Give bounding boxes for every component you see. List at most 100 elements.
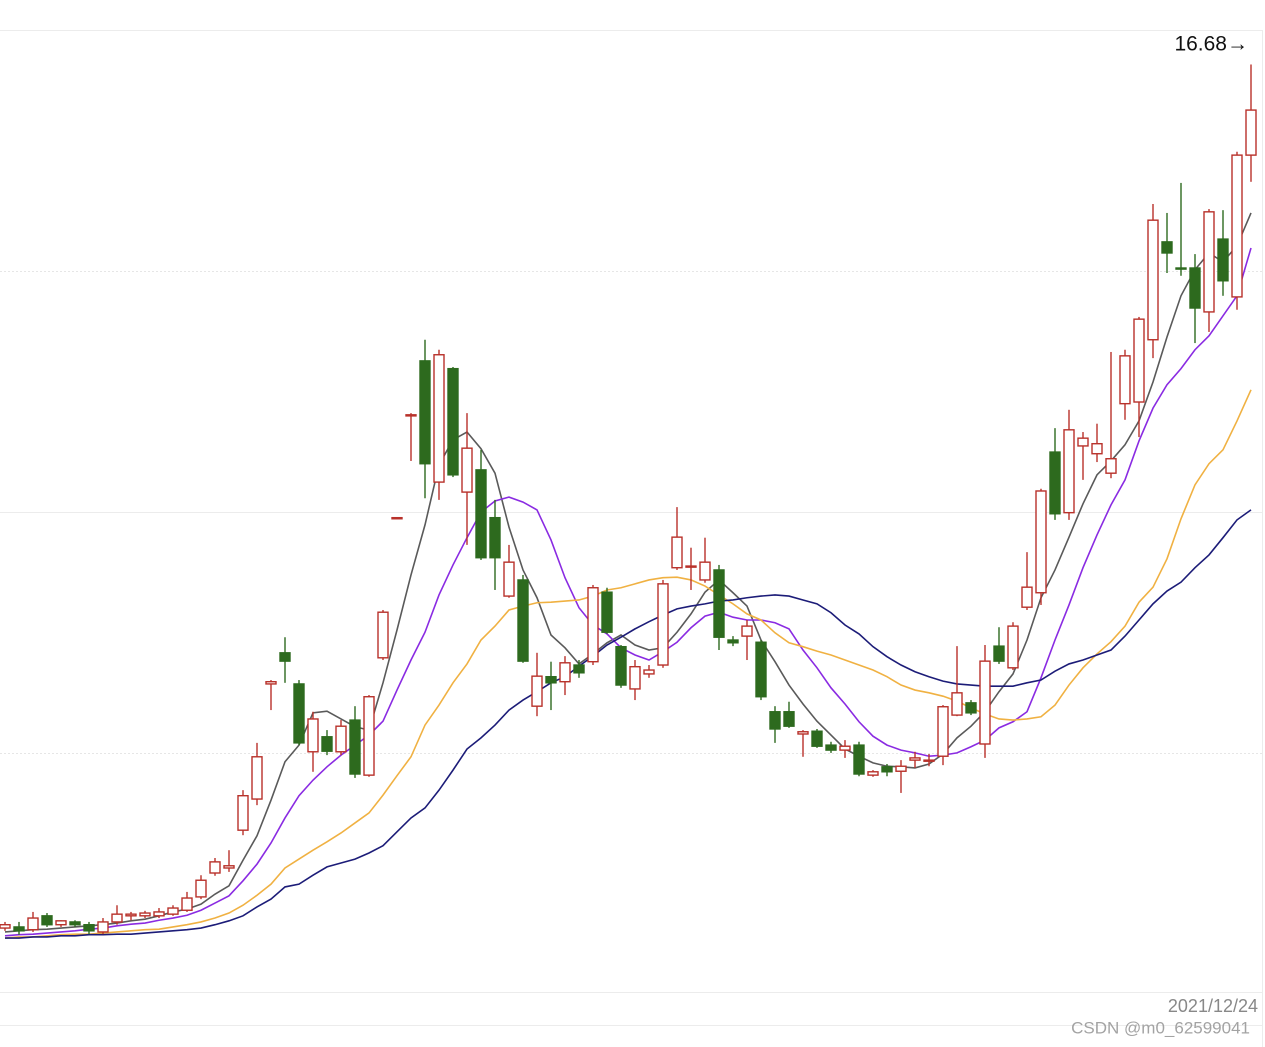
candle-body	[979, 660, 991, 745]
candle-body	[909, 757, 921, 761]
candle-body	[1189, 267, 1201, 309]
candle-body	[55, 920, 67, 926]
candle-body	[237, 795, 249, 831]
candle-body	[1105, 458, 1117, 474]
candle-body	[951, 692, 963, 716]
candle-body	[279, 652, 291, 662]
candle-body	[405, 414, 417, 417]
candle-body	[629, 665, 641, 690]
candle-body	[881, 766, 893, 773]
candle-body	[1231, 154, 1243, 298]
x-tick-label: 2021/12/24	[1168, 996, 1258, 1016]
candle-body	[783, 711, 795, 727]
candle-body	[1161, 241, 1173, 254]
candle-body	[517, 579, 529, 662]
candle-body	[433, 354, 445, 483]
candle-body	[965, 702, 977, 714]
candle-body	[377, 611, 389, 659]
candle-body	[853, 744, 865, 775]
candle-body	[265, 681, 277, 685]
candle-body	[181, 897, 193, 911]
candle-body	[41, 915, 53, 926]
candle-body	[923, 759, 935, 762]
ma-line	[4, 247, 1252, 937]
candle-body	[209, 861, 221, 874]
ma-line	[4, 389, 1252, 939]
candle-body	[797, 731, 809, 735]
candle-body	[713, 569, 725, 638]
candle-body	[1021, 586, 1033, 608]
candle-body	[335, 725, 347, 753]
candle-body	[83, 924, 95, 932]
candle-body	[741, 625, 753, 637]
candle-body	[545, 676, 557, 684]
candle-body	[461, 447, 473, 493]
candle-body	[755, 641, 767, 698]
candle-body	[685, 565, 697, 568]
candle-body	[1091, 443, 1103, 455]
candle-body	[559, 662, 571, 683]
candle-body	[69, 921, 81, 926]
candle-body	[307, 718, 319, 753]
candle-body	[769, 711, 781, 730]
candle-body	[867, 771, 879, 776]
candle-body	[363, 696, 375, 776]
candle-body	[97, 921, 109, 933]
candle-body	[1049, 451, 1061, 515]
candle-body	[1147, 219, 1159, 341]
candle-body	[153, 911, 165, 917]
candle-body	[615, 645, 627, 686]
candle-body	[1203, 211, 1215, 313]
candle-body	[811, 730, 823, 747]
ma-line	[5, 509, 1252, 939]
candle-body	[447, 367, 459, 476]
candle-body	[251, 756, 263, 800]
max-price-label: 16.68→	[1174, 33, 1248, 56]
watermark: CSDN @m0_62599041	[1071, 1018, 1250, 1037]
candle-body	[293, 683, 305, 744]
candle-body	[1133, 318, 1145, 403]
candle-body	[321, 736, 333, 752]
candle-body	[1063, 429, 1075, 514]
candle-body	[111, 913, 123, 923]
candle-body	[139, 912, 151, 917]
candle-body	[223, 865, 235, 869]
candle-body	[13, 926, 25, 932]
ma-line	[4, 212, 1252, 933]
candle-body	[601, 591, 613, 633]
candles	[0, 64, 1257, 935]
candle-body	[125, 913, 137, 917]
candle-body	[1077, 437, 1089, 447]
candle-body	[1245, 109, 1257, 156]
candle-body	[27, 917, 39, 931]
candle-body	[1217, 238, 1229, 282]
candle-body	[531, 675, 543, 707]
candle-body	[657, 583, 669, 666]
candle-body	[489, 516, 501, 559]
candle-body	[825, 744, 837, 751]
candle-body	[839, 745, 851, 751]
candle-body	[475, 469, 487, 559]
candle-body	[0, 924, 11, 929]
candle-body	[671, 536, 683, 569]
candle-body	[895, 765, 907, 772]
candle-body	[993, 645, 1005, 662]
candle-body	[937, 706, 949, 757]
candle-body	[503, 561, 515, 597]
candle-body	[573, 664, 585, 674]
candle-body	[391, 516, 403, 520]
candle-body	[419, 360, 431, 465]
candle-body	[587, 587, 599, 663]
candle-body	[195, 879, 207, 898]
candle-body	[167, 907, 179, 915]
candle-body	[643, 669, 655, 675]
candle-body	[699, 561, 711, 581]
candle-body	[1007, 625, 1019, 669]
ma-lines	[4, 212, 1252, 939]
candle-body	[349, 719, 361, 775]
candle-body	[727, 639, 739, 644]
candle-body	[1175, 267, 1187, 270]
candle-body	[1035, 490, 1047, 594]
